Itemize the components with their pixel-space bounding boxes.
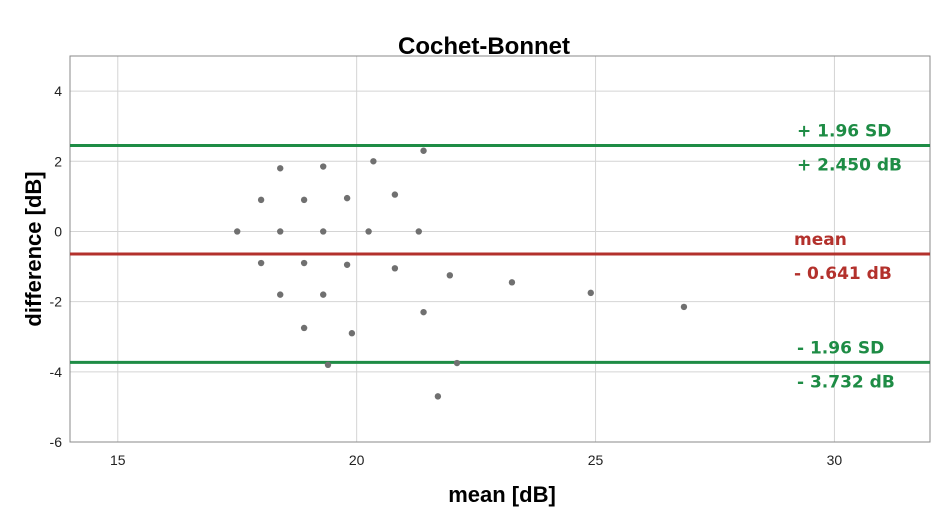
reference-line-value: - 3.732 dB xyxy=(797,372,895,392)
y-tick-label: -6 xyxy=(50,434,63,450)
data-point xyxy=(343,261,351,268)
y-tick-label: 2 xyxy=(54,153,62,169)
x-tick-label: 25 xyxy=(588,452,604,468)
data-point xyxy=(300,259,308,267)
reference-lines: + 1.96 SD + 2.450 dB mean - 0.641 dB - 1.96 … xyxy=(70,121,930,392)
data-point xyxy=(348,330,356,337)
data-point xyxy=(234,228,241,235)
x-tick-label: 30 xyxy=(827,452,843,468)
data-point xyxy=(453,359,461,367)
data-point xyxy=(277,165,284,172)
data-point xyxy=(300,324,308,332)
y-axis-label: difference [dB] xyxy=(21,171,46,326)
y-tick-label: -2 xyxy=(50,294,63,310)
y-tick-label: 0 xyxy=(54,223,62,239)
y-tick-label: -4 xyxy=(50,364,63,380)
reference-line-name: + 1.96 SD xyxy=(797,121,891,141)
data-point xyxy=(277,228,284,235)
data-point xyxy=(320,291,327,298)
y-tick-label: 4 xyxy=(54,83,62,99)
data-point xyxy=(370,158,377,165)
data-point xyxy=(415,228,422,235)
data-point xyxy=(508,279,516,286)
data-point xyxy=(434,393,442,400)
reference-line-value: - 0.641 dB xyxy=(794,264,892,284)
x-axis-label: mean [dB] xyxy=(448,482,556,507)
data-point xyxy=(343,194,351,202)
data-point xyxy=(420,147,427,154)
data-point xyxy=(320,163,327,170)
data-point xyxy=(257,259,265,267)
data-point xyxy=(587,289,594,297)
data-point xyxy=(680,303,688,311)
reference-line-name: - 1.96 SD xyxy=(797,338,884,358)
reference-line-value: + 2.450 dB xyxy=(797,155,902,175)
data-point xyxy=(365,228,372,235)
data-point xyxy=(446,272,454,279)
data-point xyxy=(324,361,332,368)
x-tick-label: 20 xyxy=(349,452,365,468)
data-points xyxy=(234,147,688,400)
data-point xyxy=(277,291,284,298)
reference-line-name: mean xyxy=(794,230,847,250)
data-point xyxy=(300,196,308,204)
x-tick-label: 15 xyxy=(110,452,126,468)
data-point xyxy=(320,228,327,235)
data-point xyxy=(391,265,399,272)
data-point xyxy=(420,308,427,316)
data-point xyxy=(257,196,265,204)
data-point xyxy=(391,191,399,198)
plot-frame xyxy=(69,55,931,443)
